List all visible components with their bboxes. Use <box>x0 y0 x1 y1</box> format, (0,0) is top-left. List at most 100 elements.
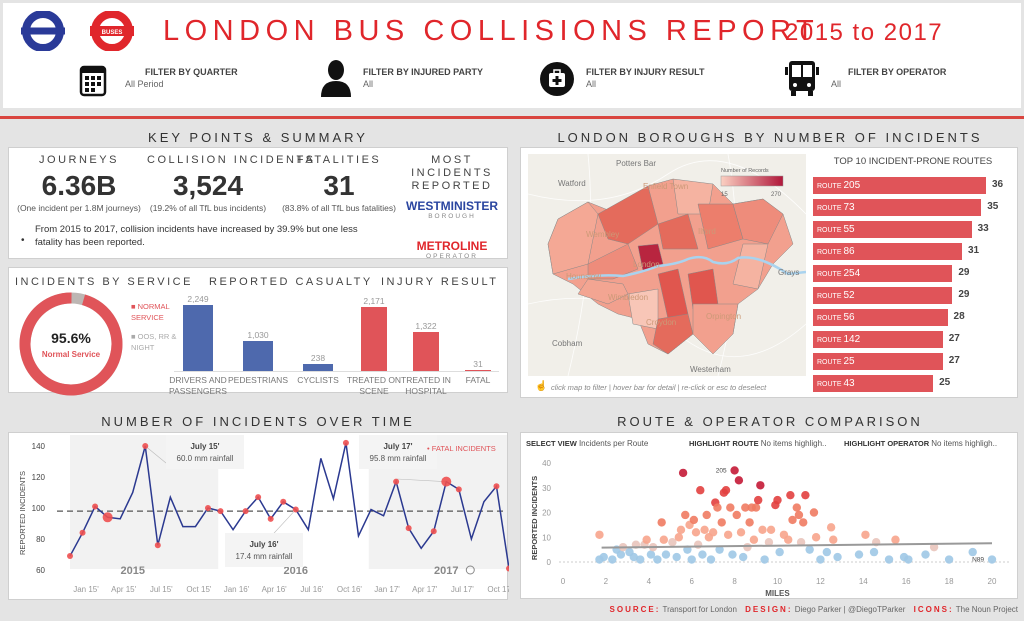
route-point[interactable] <box>987 555 997 564</box>
fatal-incident-point[interactable] <box>204 505 211 511</box>
fatal-incident-point[interactable] <box>142 443 149 449</box>
route-point[interactable] <box>756 481 765 490</box>
route-point[interactable] <box>661 550 671 559</box>
borough-barnet[interactable] <box>597 185 659 245</box>
route-bar[interactable]: ROUTE 205 <box>813 177 986 194</box>
route-point[interactable] <box>796 538 806 547</box>
route-bar[interactable]: ROUTE 55 <box>813 221 972 238</box>
route-point[interactable] <box>968 547 977 557</box>
route-point[interactable] <box>829 535 838 544</box>
route-point[interactable] <box>751 503 761 512</box>
fatal-incident-point[interactable] <box>217 508 224 515</box>
route-point[interactable] <box>732 510 741 520</box>
route-point[interactable] <box>944 555 954 564</box>
route-point[interactable] <box>734 476 744 485</box>
icons-text[interactable]: The Noun Project <box>955 605 1018 614</box>
route-point[interactable] <box>869 547 879 557</box>
route-point[interactable] <box>674 533 684 542</box>
route-point[interactable] <box>657 518 666 527</box>
route-point[interactable] <box>786 490 795 500</box>
borough-bexley[interactable] <box>732 243 769 290</box>
route-point[interactable] <box>760 555 769 564</box>
filter-value[interactable]: All <box>831 79 842 89</box>
route-point[interactable] <box>659 535 669 544</box>
borough-map[interactable]: Potters Bar Watford Enfield Town Wembley… <box>528 154 806 376</box>
route-point[interactable] <box>809 508 819 517</box>
design-text[interactable]: Diego Parker | @DiegoTParker <box>794 605 906 614</box>
route-point[interactable] <box>713 503 722 512</box>
route-point[interactable] <box>721 486 731 495</box>
borough-havering[interactable] <box>732 198 784 245</box>
route-point[interactable] <box>921 550 930 559</box>
route-point[interactable] <box>608 555 617 564</box>
route-point[interactable] <box>726 503 735 512</box>
route-bar[interactable]: ROUTE 73 <box>813 199 982 216</box>
fatal-incident-point[interactable] <box>255 494 262 501</box>
info-icon[interactable] <box>465 565 475 575</box>
route-point[interactable] <box>668 538 677 547</box>
fatal-incident-point[interactable] <box>92 503 99 510</box>
route-point[interactable] <box>884 555 894 564</box>
route-bar[interactable]: ROUTE 52 <box>813 287 953 304</box>
borough-hounslow[interactable] <box>577 278 629 305</box>
route-point[interactable] <box>891 535 900 544</box>
highlight-operator-value[interactable]: No items highligh.. <box>931 439 998 448</box>
route-point[interactable] <box>636 555 645 564</box>
route-point[interactable] <box>816 555 825 564</box>
source-text[interactable]: Transport for London <box>662 605 737 614</box>
filter-injured-party[interactable]: FILTER BY INJURED PARTY All <box>319 59 489 99</box>
route-point[interactable] <box>745 518 754 527</box>
fatal-incident-point[interactable] <box>393 478 400 485</box>
route-point[interactable] <box>854 550 864 559</box>
fatal-incident-point[interactable] <box>267 515 274 522</box>
borough-haringey[interactable] <box>657 213 699 250</box>
select-view-value[interactable]: Incidents per Route <box>578 439 649 448</box>
route-point[interactable] <box>702 510 711 520</box>
route-point[interactable] <box>904 555 913 564</box>
route-point[interactable] <box>728 550 737 559</box>
route-point[interactable] <box>723 530 733 539</box>
fatal-incident-point[interactable] <box>405 525 412 532</box>
route-point[interactable] <box>792 503 802 512</box>
filter-value[interactable]: All Period <box>125 79 164 89</box>
route-point[interactable] <box>691 528 701 537</box>
route-point[interactable] <box>715 545 724 554</box>
incidents-line-chart[interactable]: REPORTED INCIDENTS 60 80 100 120 140 Jan 15' Ap… <box>9 433 513 601</box>
donut-normal-segment[interactable] <box>19 292 123 396</box>
fatal-incident-point[interactable] <box>154 542 161 549</box>
highlight-operator-control[interactable]: HIGHLIGHT OPERATOR No items highligh.. <box>844 439 997 448</box>
bar[interactable] <box>183 305 213 371</box>
bar[interactable] <box>303 364 333 371</box>
filter-injury-result[interactable]: FILTER BY INJURY RESULT All <box>539 59 709 99</box>
fatal-incident-point[interactable] <box>102 512 113 523</box>
borough-bromley[interactable] <box>692 303 739 355</box>
select-view-control[interactable]: SELECT VIEW Incidents per Route <box>526 439 648 448</box>
route-point[interactable] <box>681 510 690 520</box>
route-point[interactable] <box>743 542 752 552</box>
highlight-route-value[interactable]: No items highligh.. <box>760 439 827 448</box>
borough-westminster[interactable] <box>637 243 664 272</box>
route-point[interactable] <box>642 535 651 544</box>
route-point[interactable] <box>678 468 688 478</box>
route-bar[interactable]: ROUTE 142 <box>813 331 943 348</box>
fatal-incident-point[interactable] <box>242 508 249 515</box>
route-point[interactable] <box>676 525 686 535</box>
route-point[interactable] <box>708 528 718 537</box>
fatal-incident-point[interactable] <box>79 529 86 536</box>
route-point[interactable] <box>822 547 832 557</box>
fatal-incident-point[interactable] <box>441 476 452 487</box>
highlight-route-control[interactable]: HIGHLIGHT ROUTE No items highligh.. <box>689 439 827 448</box>
route-point[interactable] <box>738 552 748 562</box>
route-point[interactable] <box>706 555 716 564</box>
bar[interactable] <box>243 340 273 371</box>
route-point[interactable] <box>775 547 784 557</box>
route-point[interactable] <box>696 486 705 495</box>
route-point[interactable] <box>749 535 759 544</box>
filter-operator[interactable]: FILTER BY OPERATOR All <box>785 59 955 99</box>
route-point[interactable] <box>833 552 842 562</box>
route-bar[interactable]: ROUTE 25 <box>813 353 943 370</box>
route-point[interactable] <box>687 555 696 564</box>
legend-other-service[interactable]: ■ OOS, RR & NIGHT <box>131 331 181 353</box>
route-point[interactable] <box>766 525 776 535</box>
fatal-incident-point[interactable] <box>280 498 287 505</box>
